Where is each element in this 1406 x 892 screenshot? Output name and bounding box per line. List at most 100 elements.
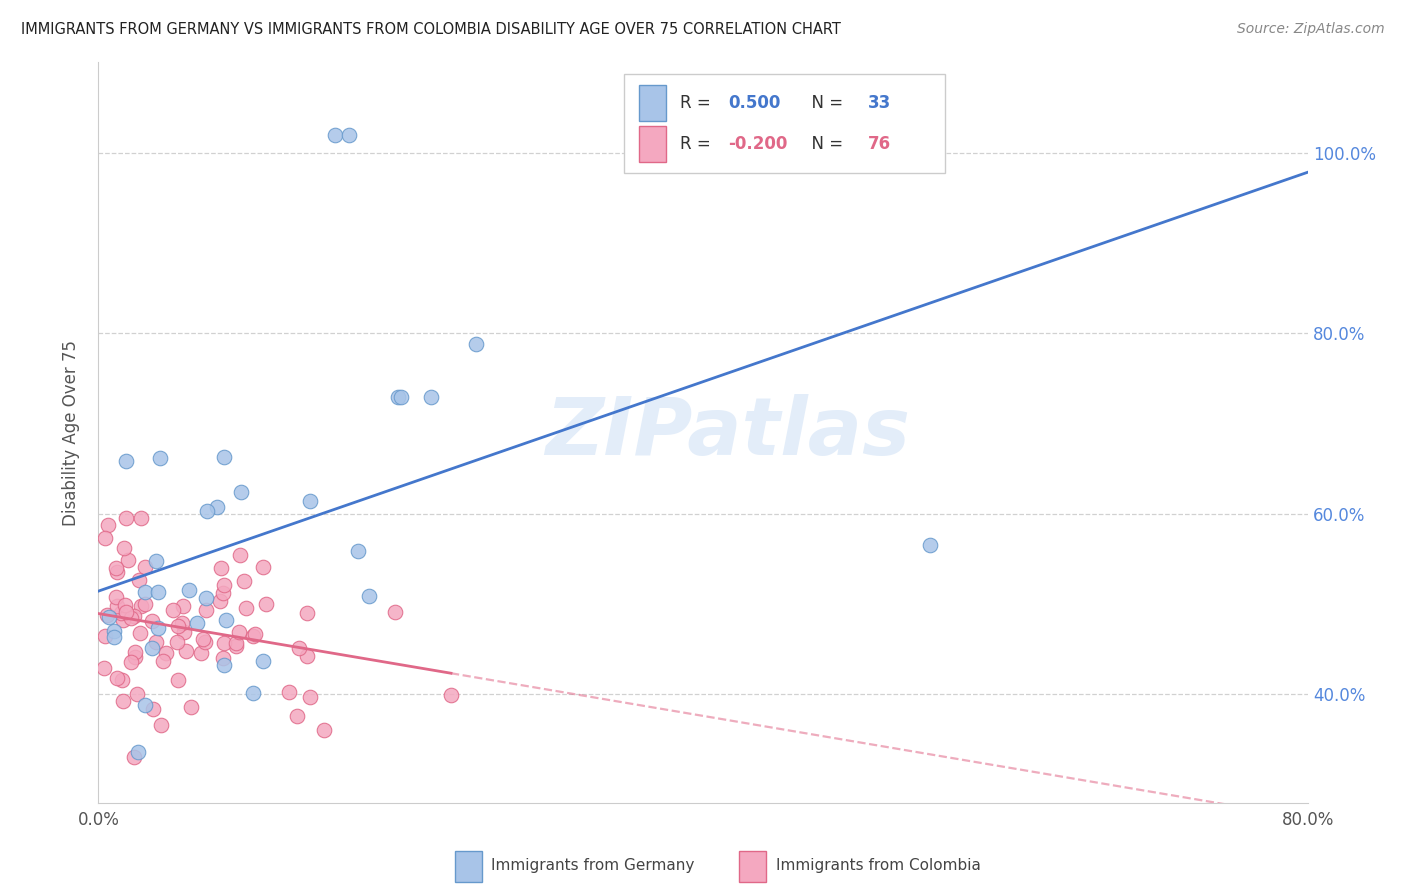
Point — [323, 128, 346, 142]
Point — [124, 645, 146, 659]
Point — [93, 629, 115, 643]
Text: N =: N = — [801, 95, 848, 112]
Point — [359, 590, 381, 604]
Point — [97, 517, 120, 532]
Point — [228, 625, 250, 640]
Point — [384, 605, 406, 619]
Point — [104, 560, 127, 574]
Point — [195, 603, 218, 617]
Point — [215, 613, 238, 627]
Point — [346, 543, 368, 558]
Point — [134, 597, 156, 611]
Point — [174, 643, 197, 657]
Point — [150, 718, 173, 732]
Point — [337, 128, 360, 142]
Point — [212, 651, 235, 665]
Point — [389, 390, 412, 404]
Point — [225, 636, 247, 650]
Point — [129, 599, 152, 613]
Point — [229, 549, 252, 563]
Text: R =: R = — [681, 95, 716, 112]
Point — [93, 531, 115, 545]
Point — [120, 611, 142, 625]
Point — [295, 606, 318, 620]
Point — [122, 750, 145, 764]
Point — [114, 599, 136, 613]
Point — [167, 673, 190, 687]
Point — [252, 654, 274, 668]
Point — [134, 559, 156, 574]
Bar — [456, 851, 482, 882]
Point — [105, 599, 128, 614]
Point — [145, 635, 167, 649]
Point — [120, 655, 142, 669]
Text: ZIPatlas: ZIPatlas — [544, 393, 910, 472]
Point — [172, 599, 194, 613]
Point — [98, 609, 121, 624]
Point — [105, 671, 128, 685]
Point — [142, 702, 165, 716]
Point — [134, 698, 156, 713]
Point — [314, 723, 336, 737]
Point — [387, 390, 409, 404]
Point — [208, 593, 231, 607]
Point — [141, 640, 163, 655]
Point — [134, 584, 156, 599]
Point — [252, 559, 274, 574]
Point — [129, 510, 152, 524]
Point — [242, 686, 264, 700]
Point — [124, 608, 146, 623]
Point — [420, 390, 443, 404]
Text: IMMIGRANTS FROM GERMANY VS IMMIGRANTS FROM COLOMBIA DISABILITY AGE OVER 75 CORRE: IMMIGRANTS FROM GERMANY VS IMMIGRANTS FR… — [21, 22, 841, 37]
Point — [179, 583, 201, 598]
Point — [209, 561, 232, 575]
Y-axis label: Disability Age Over 75: Disability Age Over 75 — [62, 340, 80, 525]
Point — [110, 673, 132, 688]
Bar — [638, 86, 665, 121]
Text: 0.500: 0.500 — [728, 95, 780, 112]
Bar — [740, 851, 766, 882]
Point — [146, 584, 169, 599]
Point — [127, 745, 149, 759]
Point — [93, 661, 115, 675]
Point — [277, 685, 299, 699]
Point — [110, 606, 132, 620]
Text: 76: 76 — [868, 135, 890, 153]
Point — [297, 649, 319, 664]
Point — [214, 658, 236, 673]
Point — [918, 539, 941, 553]
Point — [299, 690, 322, 704]
Point — [285, 708, 308, 723]
Point — [235, 601, 257, 615]
Point — [231, 485, 253, 500]
Point — [194, 635, 217, 649]
Point — [254, 597, 277, 611]
Point — [112, 541, 135, 556]
Point — [211, 586, 233, 600]
Point — [212, 635, 235, 649]
Point — [114, 605, 136, 619]
Point — [233, 574, 256, 588]
Point — [155, 646, 177, 660]
FancyBboxPatch shape — [624, 73, 945, 173]
Point — [186, 615, 208, 630]
Point — [180, 699, 202, 714]
Point — [152, 655, 174, 669]
Point — [112, 694, 135, 708]
Point — [172, 616, 194, 631]
Point — [149, 450, 172, 465]
Point — [193, 632, 215, 646]
Point — [145, 554, 167, 568]
Point — [105, 565, 128, 579]
Text: 33: 33 — [868, 95, 890, 112]
Bar — [638, 126, 665, 161]
Point — [440, 688, 463, 702]
Text: Source: ZipAtlas.com: Source: ZipAtlas.com — [1237, 22, 1385, 37]
Text: -0.200: -0.200 — [728, 135, 787, 153]
Point — [105, 591, 128, 605]
Text: N =: N = — [801, 135, 848, 153]
Point — [298, 494, 321, 508]
Point — [214, 450, 236, 464]
Point — [124, 649, 146, 664]
Point — [103, 630, 125, 644]
